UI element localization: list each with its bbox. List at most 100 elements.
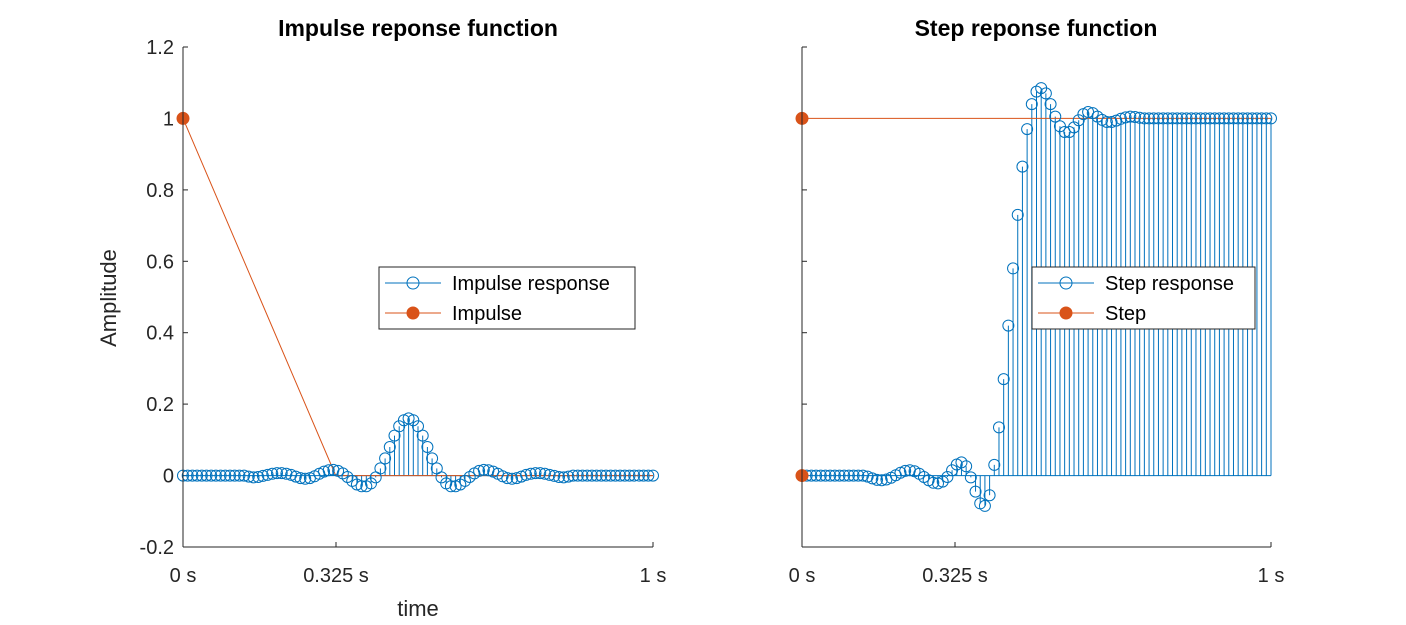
- step-response-point: [960, 460, 973, 473]
- step-response-point: [1152, 112, 1165, 125]
- step-response-point: [1011, 208, 1024, 221]
- step-response-point: [1213, 112, 1226, 125]
- impulse-response-point: [228, 469, 241, 482]
- open-circle-icon: [406, 276, 420, 290]
- step-response-point: [1128, 111, 1141, 123]
- impulse-response-point: [637, 469, 650, 482]
- impulse-response-point: [567, 469, 580, 482]
- step-response-point: [1133, 111, 1146, 124]
- step-response-point: [810, 469, 823, 482]
- step-response-point: [1208, 112, 1221, 125]
- impulse-response-point: [421, 441, 434, 453]
- impulse-response-point: [501, 472, 514, 485]
- impulse-x-tick: 1 s: [640, 542, 666, 587]
- impulse-response-point: [355, 480, 368, 493]
- impulse-y-tick: 1.2: [146, 37, 188, 59]
- step-response-point: [852, 469, 865, 482]
- impulse-response-point: [585, 469, 598, 482]
- impulse-response-point: [609, 469, 622, 482]
- step-response-point: [1025, 98, 1038, 111]
- impulse-response-point: [209, 469, 222, 482]
- impulse-response-point: [538, 467, 551, 480]
- step-response-point: [824, 469, 837, 482]
- impulse-response-point: [219, 469, 232, 482]
- step-response-point: [1119, 111, 1132, 124]
- impulse-response-point: [275, 467, 288, 480]
- impulse-response-point: [247, 471, 260, 484]
- impulse-legend-entry: Impulse response: [385, 273, 610, 295]
- impulse-response-point: [383, 441, 396, 453]
- impulse-response-series: [248, 418, 569, 487]
- impulse-response-point: [506, 472, 518, 485]
- step-response-point: [1227, 112, 1240, 125]
- impulse-response-point: [299, 472, 312, 485]
- step-response-point: [1021, 123, 1034, 136]
- impulse-response-point: [379, 452, 392, 465]
- impulse-y-tick-label: 1.2: [146, 37, 174, 59]
- impulse-response-point: [374, 462, 387, 475]
- step-response-point: [1114, 112, 1127, 125]
- impulse-response-point: [186, 469, 199, 482]
- impulse-response-point: [266, 467, 279, 480]
- step-response-point: [842, 469, 855, 482]
- step-response-point: [992, 421, 1005, 434]
- step-legend-entry: Step response: [1038, 273, 1234, 295]
- step-response-point: [819, 469, 832, 482]
- impulse-response-point: [623, 469, 636, 482]
- impulse-y-tick-label: 0.8: [146, 180, 174, 202]
- impulse-response-point: [604, 469, 617, 482]
- step-response-point: [899, 464, 912, 477]
- impulse-y-tick-label: 0: [163, 466, 174, 488]
- step-response-point: [1044, 98, 1057, 111]
- step-x-tick-label: 0.325 s: [922, 565, 988, 587]
- step-response-point: [1138, 112, 1151, 125]
- impulse-legend-label: Impulse response: [452, 273, 610, 295]
- filled-circle-icon: [406, 306, 420, 320]
- impulse-response-point: [393, 420, 406, 433]
- impulse-response-point: [571, 469, 584, 482]
- impulse-response-point: [294, 472, 307, 485]
- step-response-point: [1157, 112, 1170, 125]
- impulse-y-tick-label: 0.4: [146, 323, 174, 345]
- step-response-point: [1175, 112, 1188, 125]
- step-response-point: [1260, 112, 1273, 125]
- step-x-tick: 0 s: [789, 542, 815, 587]
- step-response-point: [1161, 112, 1174, 125]
- step-response-point: [988, 458, 1001, 471]
- impulse-response-point: [200, 469, 213, 482]
- impulse-legend: Impulse response Impulse: [378, 266, 636, 330]
- step-response-point: [1255, 112, 1268, 125]
- step-axes: Step reponse function 0 s 0.325 s 1 s St…: [789, 15, 1285, 587]
- step-response-point: [1143, 112, 1156, 125]
- impulse-response-point: [642, 469, 655, 482]
- step-response-point: [941, 471, 954, 483]
- step-response-point: [1166, 112, 1179, 125]
- filled-circle-icon: [1059, 306, 1073, 320]
- step-response-point: [1204, 112, 1217, 125]
- impulse-response-point: [562, 470, 575, 483]
- impulse-response-point: [242, 470, 255, 483]
- impulse-response-point: [628, 469, 641, 482]
- step-response-point: [833, 469, 846, 482]
- impulse-response-point: [280, 467, 293, 480]
- step-legend-label: Step: [1105, 303, 1146, 325]
- impulse-x-tick-label: 0 s: [170, 565, 197, 587]
- step-x-tick-label: 1 s: [1258, 565, 1285, 587]
- open-circle-icon: [1059, 276, 1073, 290]
- impulse-data: [176, 111, 659, 493]
- impulse-response-point: [595, 469, 608, 482]
- impulse-response-point: [520, 468, 533, 481]
- impulse-response-point: [543, 468, 556, 481]
- step-legend-entry: Step: [1038, 303, 1146, 325]
- impulse-response-point: [322, 464, 335, 477]
- step-response-point: [1100, 116, 1113, 128]
- impulse-response-point: [534, 467, 547, 480]
- impulse-y-tick: 0.2: [146, 394, 188, 416]
- step-response-point: [964, 471, 977, 484]
- step-response-point: [1082, 106, 1095, 118]
- step-response-point: [875, 474, 888, 487]
- impulse-response-point: [214, 469, 227, 482]
- impulse-response-point: [590, 469, 603, 482]
- impulse-x-tick: 0.325 s: [303, 542, 369, 587]
- step-title: Step reponse function: [915, 15, 1158, 41]
